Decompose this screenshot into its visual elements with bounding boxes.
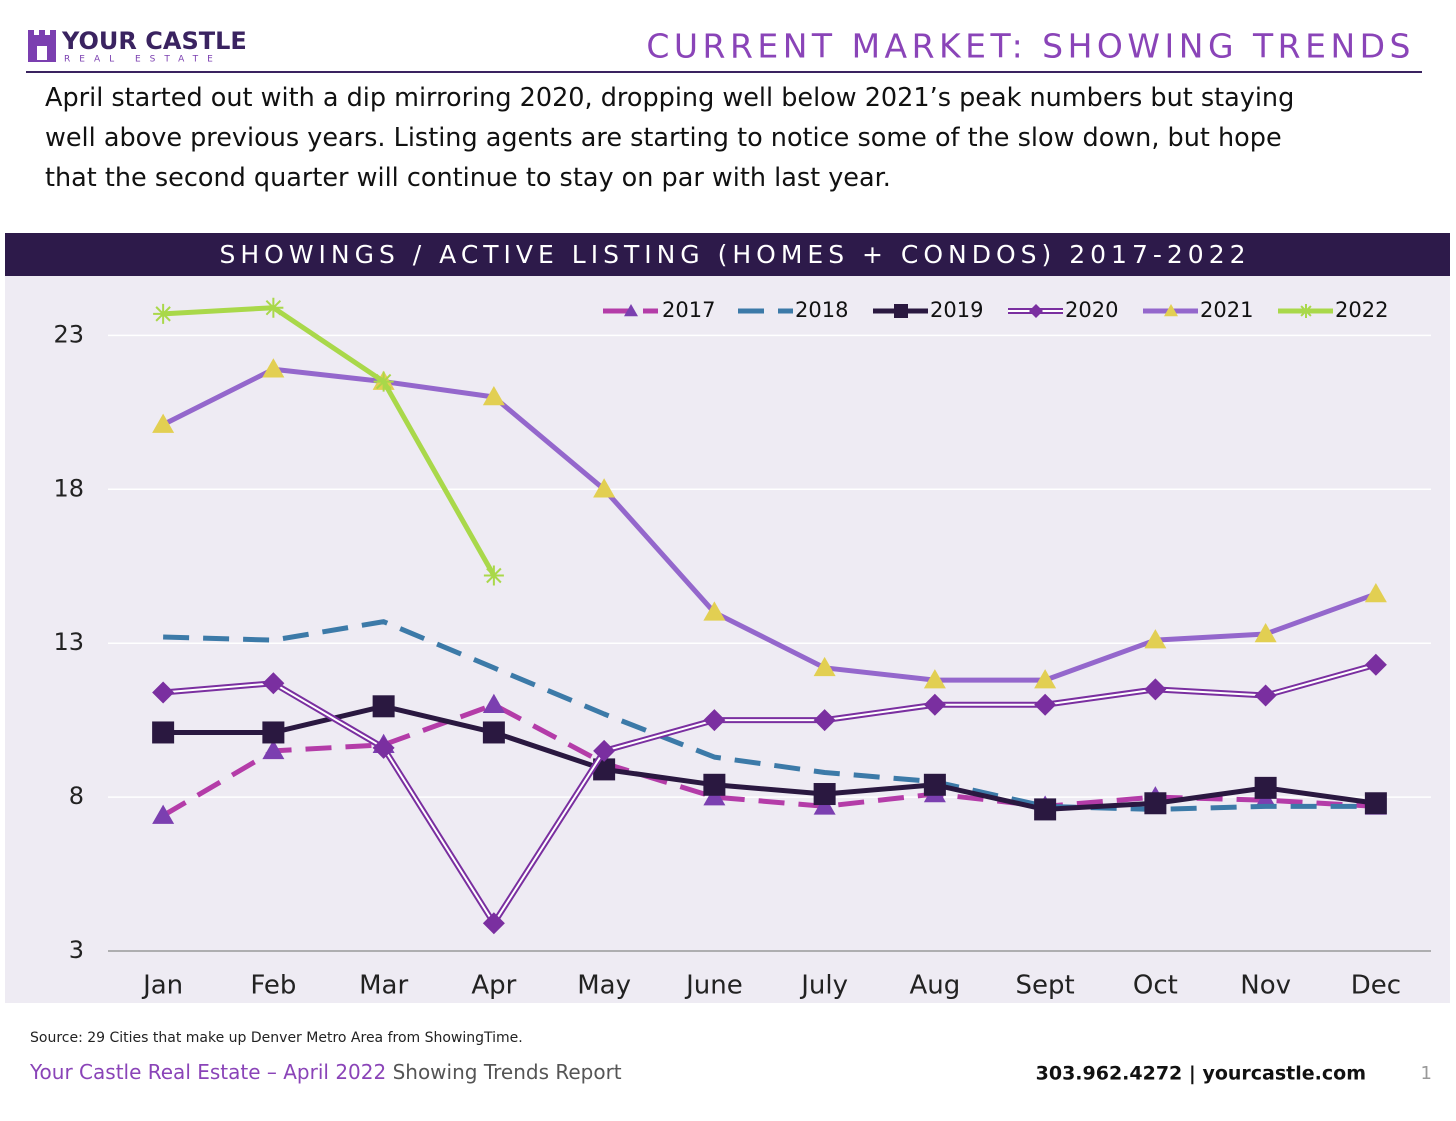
marker bbox=[372, 695, 395, 718]
y-tick-label: 18 bbox=[53, 474, 84, 502]
logo-tagline: REAL ESTATE bbox=[64, 55, 222, 65]
x-tick-label: Aug bbox=[909, 971, 960, 1001]
x-tick-label: Oct bbox=[1133, 971, 1178, 1001]
marker bbox=[482, 693, 505, 714]
marker bbox=[263, 297, 284, 318]
marker bbox=[262, 739, 285, 760]
x-tick-label: Jan bbox=[141, 971, 183, 1001]
marker bbox=[703, 601, 726, 621]
marker bbox=[262, 358, 285, 378]
marker bbox=[262, 672, 285, 695]
marker bbox=[1164, 304, 1178, 317]
marker bbox=[152, 681, 175, 704]
marker bbox=[1364, 792, 1387, 815]
intro-line: well above previous years. Listing agent… bbox=[45, 123, 1282, 153]
y-tick-label: 8 bbox=[69, 782, 84, 810]
marker bbox=[483, 565, 504, 586]
marker bbox=[813, 783, 836, 806]
x-tick-label: Apr bbox=[471, 971, 516, 1001]
marker bbox=[152, 804, 175, 824]
chart-title-band bbox=[5, 233, 1450, 276]
marker bbox=[1299, 304, 1313, 318]
x-tick-label: Mar bbox=[359, 971, 408, 1001]
chart-title: SHOWINGS / ACTIVE LISTING (HOMES + CONDO… bbox=[219, 240, 1250, 269]
marker bbox=[1364, 653, 1387, 676]
series-line-inner bbox=[163, 663, 1377, 925]
x-tick-label: Feb bbox=[250, 971, 296, 1001]
report-brand: Your Castle Real Estate – April 2022 bbox=[29, 1060, 386, 1084]
report-line: Your Castle Real Estate – April 2022 Sho… bbox=[29, 1060, 622, 1084]
marker bbox=[593, 478, 616, 498]
legend-label: 2020 bbox=[1065, 298, 1118, 322]
legend-label: 2022 bbox=[1335, 298, 1388, 322]
marker bbox=[923, 773, 946, 796]
marker bbox=[813, 709, 836, 732]
x-tick-label: June bbox=[684, 971, 743, 1001]
legend-label: 2021 bbox=[1200, 298, 1253, 322]
marker bbox=[923, 693, 946, 716]
marker bbox=[153, 303, 174, 324]
series-line bbox=[163, 619, 1376, 812]
marker bbox=[894, 304, 908, 318]
x-tick-label: Nov bbox=[1240, 971, 1291, 1001]
intro-line: that the second quarter will continue to… bbox=[45, 163, 891, 193]
page-title: CURRENT MARKET: SHOWING TRENDS bbox=[646, 27, 1415, 66]
marker bbox=[372, 736, 395, 759]
marker bbox=[624, 304, 638, 317]
plot: 3 8 13 18 23 Jan Feb Mar Apr May June July Aug Sept Oc… bbox=[53, 297, 1431, 1001]
marker bbox=[1364, 582, 1387, 603]
marker bbox=[1034, 669, 1057, 689]
y-tick-label: 23 bbox=[53, 320, 84, 348]
series-line bbox=[163, 703, 1377, 812]
legend-label: 2017 bbox=[662, 298, 715, 322]
marker bbox=[152, 721, 175, 744]
source-note: Source: 29 Cities that make up Denver Me… bbox=[30, 1030, 523, 1046]
legend-label: 2018 bbox=[795, 298, 848, 322]
marker bbox=[482, 912, 505, 935]
series-line bbox=[161, 702, 1377, 818]
x-tick-label: Dec bbox=[1351, 971, 1401, 1001]
intro: April started out with a dip mirroring 2… bbox=[45, 83, 1294, 193]
y-tick-label: 3 bbox=[69, 936, 84, 964]
marker bbox=[703, 709, 726, 732]
logo-name: YOUR CASTLE bbox=[61, 27, 247, 55]
intro-line: April started out with a dip mirroring 2… bbox=[45, 83, 1294, 113]
x-tick-label: July bbox=[799, 971, 848, 1001]
series-line bbox=[162, 305, 497, 577]
contact: 303.962.4272 | yourcastle.com bbox=[1036, 1063, 1366, 1085]
marker bbox=[1029, 304, 1043, 318]
marker bbox=[373, 371, 394, 392]
marker bbox=[1254, 622, 1277, 643]
marker bbox=[1144, 792, 1167, 815]
logo: YOUR CASTLE REAL ESTATE bbox=[28, 27, 247, 65]
marker bbox=[262, 721, 285, 744]
marker bbox=[1254, 776, 1277, 799]
marker bbox=[703, 773, 726, 796]
marker bbox=[593, 739, 616, 762]
y-tick-label: 13 bbox=[53, 628, 84, 656]
x-tick-label: Sept bbox=[1016, 971, 1075, 1001]
marker bbox=[482, 721, 505, 744]
legend-label: 2019 bbox=[930, 298, 983, 322]
report-name: Showing Trends Report bbox=[386, 1060, 622, 1084]
marker bbox=[1034, 693, 1057, 716]
marker bbox=[1254, 684, 1277, 707]
page-number: 1 bbox=[1421, 1063, 1432, 1084]
marker bbox=[923, 669, 946, 689]
x-tick-label: May bbox=[577, 971, 631, 1001]
marker bbox=[1144, 678, 1167, 701]
marker bbox=[1034, 798, 1057, 821]
marker bbox=[813, 656, 836, 677]
series-line bbox=[162, 366, 1377, 683]
marker bbox=[482, 385, 505, 406]
logo-door bbox=[37, 46, 47, 60]
marker bbox=[152, 413, 175, 433]
marker bbox=[1144, 629, 1167, 649]
